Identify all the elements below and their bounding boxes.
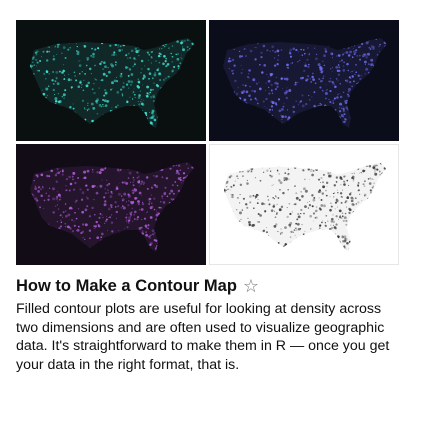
thumbnail-purple-map[interactable] (16, 144, 206, 265)
article-description: Filled contour plots are useful for look… (16, 301, 390, 373)
thumbnail-blue-map[interactable] (209, 20, 399, 141)
thumbnail-grid[interactable] (16, 20, 400, 265)
article-header: How to Make a Contour Map ☆ (16, 277, 259, 296)
thumbnail-teal-map[interactable] (16, 20, 206, 141)
article-title[interactable]: How to Make a Contour Map (16, 277, 237, 295)
thumbnail-grayscale-map[interactable] (209, 144, 399, 265)
star-icon[interactable]: ☆ (242, 275, 260, 297)
